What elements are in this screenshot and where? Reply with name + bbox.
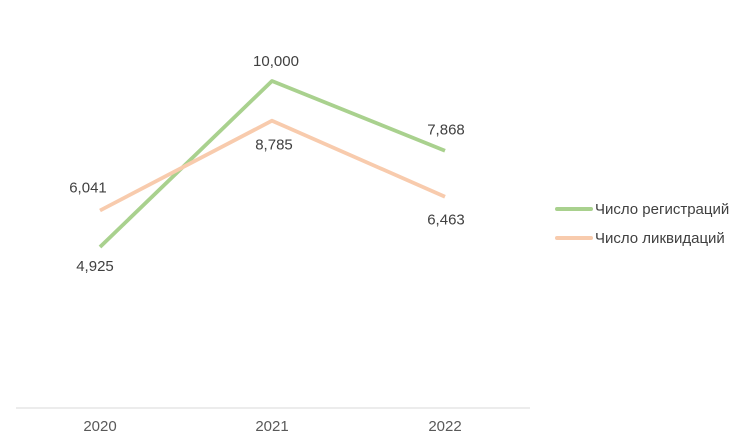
data-label: 6,463 — [427, 212, 465, 229]
data-label: 7,868 — [427, 122, 465, 139]
chart-legend: Число регистраций Число ликвидаций — [555, 198, 729, 249]
legend-swatch-liquidations-line — [555, 236, 593, 240]
series-line-liquidations — [99, 118, 446, 213]
x-axis-tick-label: 2020 — [83, 418, 116, 435]
data-label: 4,925 — [76, 258, 114, 275]
data-label: 8,785 — [255, 137, 293, 154]
data-label: 10,000 — [253, 53, 299, 70]
x-axis-tick-label: 2022 — [428, 418, 461, 435]
series-lines — [98, 79, 446, 249]
x-axis-ticks: 2020 2021 2022 — [83, 418, 461, 435]
data-labels: 4,925 10,000 7,868 6,041 8,785 6,463 — [69, 53, 465, 275]
series-line-registrations — [98, 79, 446, 249]
data-label: 6,041 — [69, 180, 107, 197]
legend-swatch-registrations-line — [555, 207, 593, 211]
legend-label-liquidations: Число ликвидаций — [595, 229, 725, 247]
legend-item-liquidations: Число ликвидаций — [555, 227, 729, 249]
x-axis-tick-label: 2021 — [255, 418, 288, 435]
legend-item-registrations: Число регистраций — [555, 198, 729, 220]
legend-label-registrations: Число регистраций — [595, 200, 730, 218]
